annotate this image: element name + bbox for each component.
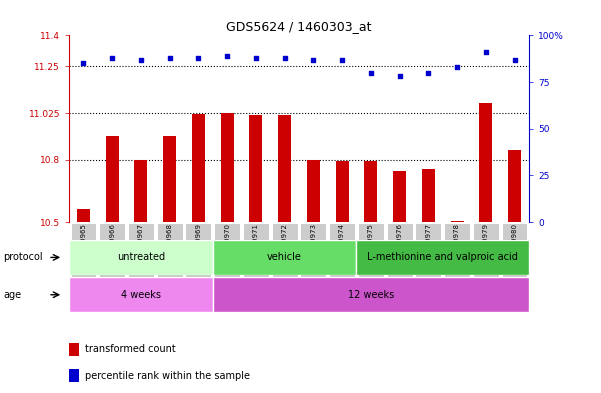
Point <box>165 55 174 61</box>
Point <box>481 49 490 55</box>
FancyBboxPatch shape <box>473 223 499 282</box>
Point <box>424 70 433 76</box>
Bar <box>135 160 147 222</box>
Text: untreated: untreated <box>117 252 165 263</box>
Text: vehicle: vehicle <box>267 252 302 263</box>
Bar <box>77 209 90 222</box>
Text: GSM1520973: GSM1520973 <box>310 223 316 270</box>
FancyBboxPatch shape <box>329 223 355 282</box>
Text: GSM1520978: GSM1520978 <box>454 223 460 270</box>
Point <box>510 57 519 63</box>
Text: GSM1520967: GSM1520967 <box>138 223 144 270</box>
Bar <box>480 103 492 222</box>
Bar <box>356 240 529 275</box>
Text: L-methionine and valproic acid: L-methionine and valproic acid <box>367 252 518 263</box>
Text: GSM1520971: GSM1520971 <box>253 223 259 270</box>
Bar <box>69 240 213 275</box>
Text: protocol: protocol <box>3 252 43 263</box>
FancyBboxPatch shape <box>99 223 125 282</box>
Text: GSM1520980: GSM1520980 <box>511 223 517 270</box>
FancyBboxPatch shape <box>358 223 384 282</box>
Bar <box>422 169 435 222</box>
Title: GDS5624 / 1460303_at: GDS5624 / 1460303_at <box>226 20 372 33</box>
Point <box>108 55 117 61</box>
Point <box>280 55 290 61</box>
Bar <box>364 161 377 222</box>
Bar <box>163 136 176 222</box>
FancyBboxPatch shape <box>386 223 412 282</box>
FancyBboxPatch shape <box>415 223 441 282</box>
Text: GSM1520975: GSM1520975 <box>368 223 374 270</box>
Text: GSM1520977: GSM1520977 <box>426 223 432 270</box>
Text: 4 weeks: 4 weeks <box>121 290 161 300</box>
Text: GSM1520972: GSM1520972 <box>282 223 288 270</box>
Bar <box>69 369 79 382</box>
FancyBboxPatch shape <box>128 223 154 282</box>
Bar <box>335 161 349 222</box>
Bar <box>213 240 356 275</box>
Bar <box>393 171 406 222</box>
Text: GSM1520979: GSM1520979 <box>483 223 489 270</box>
Bar <box>192 114 205 222</box>
Point <box>79 60 88 66</box>
Bar <box>307 160 320 222</box>
Point <box>395 73 404 80</box>
Text: percentile rank within the sample: percentile rank within the sample <box>85 371 250 381</box>
FancyBboxPatch shape <box>157 223 183 282</box>
FancyBboxPatch shape <box>444 223 470 282</box>
FancyBboxPatch shape <box>186 223 212 282</box>
Point <box>194 55 203 61</box>
Bar <box>221 113 234 222</box>
Text: GSM1520968: GSM1520968 <box>166 223 172 270</box>
Text: GSM1520976: GSM1520976 <box>397 223 403 270</box>
Point <box>308 57 318 63</box>
FancyBboxPatch shape <box>214 223 240 282</box>
FancyBboxPatch shape <box>272 223 297 282</box>
Point <box>337 57 347 63</box>
Text: GSM1520970: GSM1520970 <box>224 223 230 270</box>
Point <box>251 55 261 61</box>
Point <box>136 57 146 63</box>
FancyBboxPatch shape <box>243 223 269 282</box>
Bar <box>69 277 213 312</box>
Text: GSM1520969: GSM1520969 <box>195 223 201 270</box>
Bar <box>508 151 521 222</box>
Point <box>366 70 376 76</box>
Text: 12 weeks: 12 weeks <box>348 290 394 300</box>
FancyBboxPatch shape <box>70 223 96 282</box>
Point <box>222 53 232 59</box>
Text: GSM1520966: GSM1520966 <box>109 223 115 270</box>
Bar <box>451 221 463 222</box>
Bar <box>249 115 263 222</box>
Bar <box>69 343 79 356</box>
Bar <box>278 115 291 222</box>
Text: GSM1520974: GSM1520974 <box>339 223 345 270</box>
Bar <box>106 136 118 222</box>
Text: GSM1520965: GSM1520965 <box>81 223 87 270</box>
FancyBboxPatch shape <box>300 223 326 282</box>
Text: transformed count: transformed count <box>85 344 176 354</box>
Point <box>452 64 462 70</box>
Bar <box>213 277 529 312</box>
Text: age: age <box>3 290 21 300</box>
FancyBboxPatch shape <box>502 223 528 282</box>
